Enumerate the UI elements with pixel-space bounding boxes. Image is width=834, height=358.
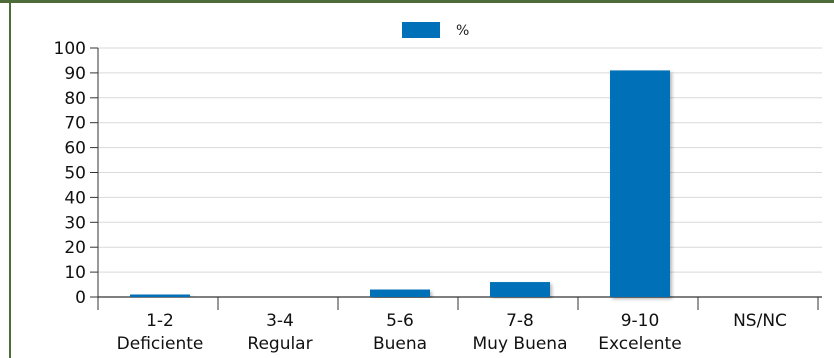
- y-tick-label: 10: [64, 263, 86, 283]
- x-tick-label: Deficiente: [117, 334, 204, 354]
- x-tick-label: 3-4: [266, 311, 294, 331]
- y-tick-label: 20: [64, 238, 86, 258]
- y-tick-label: 60: [64, 139, 86, 159]
- x-tick-label: Muy Buena: [473, 334, 568, 354]
- y-tick-label: 0: [75, 288, 86, 308]
- y-tick-label: 100: [54, 39, 86, 59]
- legend: %: [402, 22, 469, 39]
- y-tick-label: 30: [64, 213, 86, 233]
- legend-swatch: [402, 22, 440, 38]
- x-tick-label: NS/NC: [733, 311, 787, 331]
- bars: [130, 70, 670, 297]
- bar-3: [490, 282, 550, 297]
- x-tick-label: 9-10: [621, 311, 660, 331]
- bar-0: [130, 294, 190, 297]
- x-tick-label: Regular: [247, 334, 312, 354]
- axis-labels: 0 10 20 30 40 50 60 70 80 90 100 1-2 Deficiente 3-4 Re…: [54, 39, 787, 354]
- x-tick-label: Excelente: [598, 334, 681, 354]
- y-tick-label: 50: [64, 164, 86, 184]
- bar-2: [370, 289, 430, 297]
- frame-left-rule: [9, 3, 11, 358]
- bar-4: [610, 70, 670, 297]
- y-tick-label: 80: [64, 89, 86, 109]
- legend-label: %: [456, 23, 469, 39]
- x-tick-label: Buena: [373, 334, 427, 354]
- gridlines: [98, 47, 822, 273]
- y-tick-label: 90: [64, 64, 86, 84]
- x-tick-label: 5-6: [386, 311, 414, 331]
- x-tick-label: 7-8: [506, 311, 534, 331]
- y-tick-label: 70: [64, 114, 86, 134]
- x-tick-label: 1-2: [146, 311, 174, 331]
- axes: [90, 47, 822, 310]
- y-tick-label: 40: [64, 188, 86, 208]
